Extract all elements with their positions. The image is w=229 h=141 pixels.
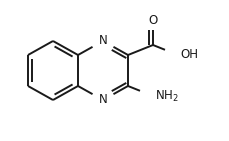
Text: N: N (98, 93, 107, 106)
Text: N: N (98, 35, 107, 48)
Text: NH$_2$: NH$_2$ (154, 88, 178, 103)
Text: O: O (148, 14, 157, 27)
Text: OH: OH (179, 49, 197, 61)
